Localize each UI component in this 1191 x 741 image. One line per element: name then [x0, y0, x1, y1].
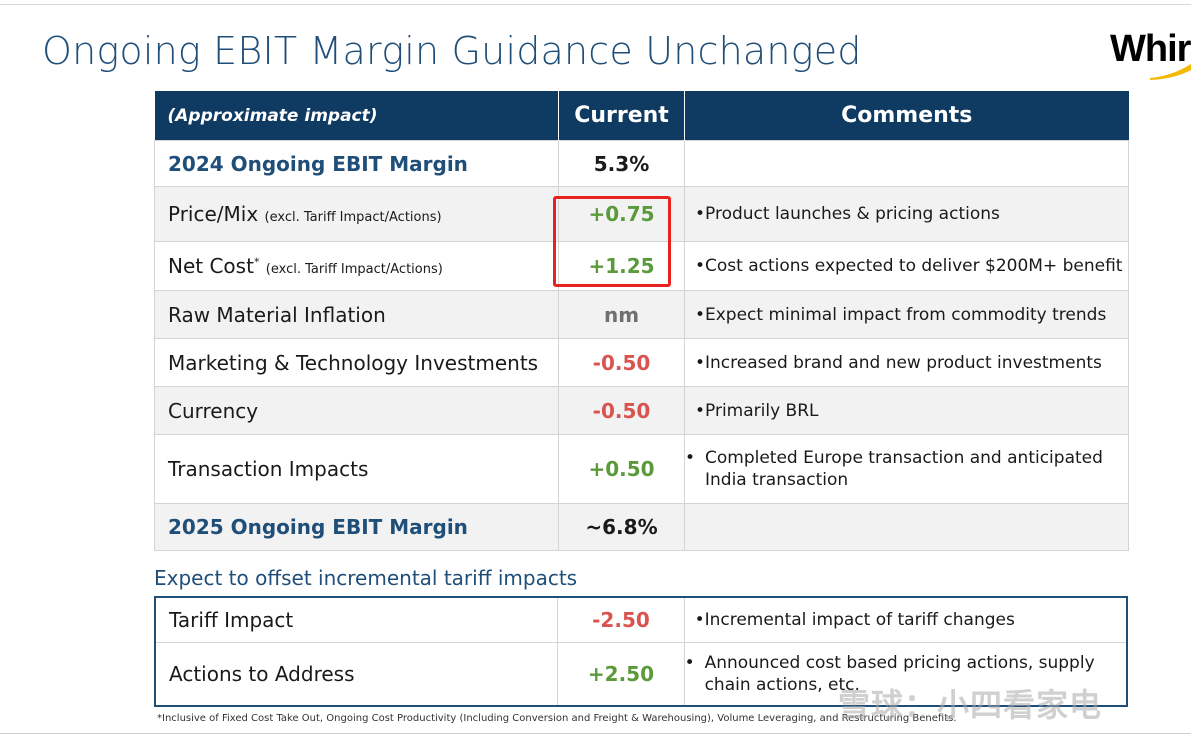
tariff-section-heading: Expect to offset incremental tariff impa…: [154, 566, 578, 590]
row-comment: •Product launches & pricing actions: [684, 186, 1129, 242]
bottom-divider: [0, 733, 1191, 734]
footnote: *Inclusive of Fixed Cost Take Out, Ongoi…: [157, 713, 957, 724]
row-label: Raw Material Inflation: [154, 290, 559, 339]
table-row: 2025 Ongoing EBIT Margin ~6.8%: [154, 503, 1129, 551]
row-value: -0.50: [558, 338, 685, 387]
row-label: 2025 Ongoing EBIT Margin: [154, 503, 559, 551]
header-approximate-impact: (Approximate impact): [154, 91, 559, 141]
row-label: Price/Mix (excl. Tariff Impact/Actions): [154, 186, 559, 242]
bullet: •: [684, 652, 695, 673]
top-divider: [0, 4, 1191, 5]
header-current: Current: [558, 91, 685, 141]
table-row: Actions to Address +2.50 • Announced cost…: [154, 641, 1128, 707]
row-comment: •Increased brand and new product investm…: [684, 338, 1129, 387]
table-row: Currency -0.50 •Primarily BRL: [154, 386, 1129, 435]
logo-swoosh-icon: [1150, 64, 1191, 80]
row-value: -0.50: [558, 386, 685, 435]
table-row: Price/Mix (excl. Tariff Impact/Actions) …: [154, 186, 1129, 242]
bullet: •: [695, 352, 706, 373]
row-label-note: (excl. Tariff Impact/Actions): [265, 262, 443, 277]
table-row: Raw Material Inflation nm •Expect minima…: [154, 290, 1129, 339]
row-value: +0.50: [558, 434, 685, 504]
slide-title: Ongoing EBIT Margin Guidance Unchanged: [42, 29, 862, 73]
row-label-main: Net Cost: [168, 254, 254, 278]
comment-text: Expect minimal impact from commodity tre…: [705, 304, 1107, 325]
header-comments: Comments: [684, 91, 1129, 141]
row-comment: •Primarily BRL: [684, 386, 1129, 435]
bullet: •: [685, 448, 696, 468]
row-value: -2.50: [557, 596, 685, 643]
tariff-table: Tariff Impact -2.50 •Incremental impact …: [154, 596, 1128, 707]
row-comment: • Announced cost based pricing actions, s…: [683, 641, 1128, 707]
table-row: 2024 Ongoing EBIT Margin 5.3%: [154, 140, 1129, 187]
row-label: Currency: [154, 386, 559, 435]
row-comment: •Incremental impact of tariff changes: [683, 596, 1128, 643]
row-value: 5.3%: [558, 140, 685, 187]
logo-text: Whirl: [1110, 28, 1191, 70]
row-comment: [684, 140, 1129, 187]
table-row: Transaction Impacts +0.50 • Completed Eur…: [154, 434, 1129, 504]
whirlpool-logo: Whirl: [1110, 28, 1191, 71]
row-label: Marketing & Technology Investments: [154, 338, 559, 387]
row-label: Actions to Address: [154, 641, 559, 707]
row-comment: • Completed Europe transaction and antici…: [684, 434, 1129, 504]
comment-text: Increased brand and new product investme…: [705, 352, 1102, 373]
comment-text: Primarily BRL: [705, 400, 819, 421]
footnote-marker: *: [253, 255, 260, 269]
comment-text: Completed Europe transaction and anticip…: [705, 448, 1103, 490]
row-comment: •Cost actions expected to deliver $200M+…: [684, 241, 1129, 291]
bullet: •: [695, 304, 706, 325]
row-comment: [684, 503, 1129, 551]
highlight-annotation-box: [553, 196, 671, 287]
row-label-main: Price/Mix: [168, 202, 259, 226]
row-value: +2.50: [557, 641, 685, 707]
row-label: 2024 Ongoing EBIT Margin: [154, 140, 559, 187]
row-label: Net Cost* (excl. Tariff Impact/Actions): [154, 241, 559, 291]
row-value: +0.75: [558, 186, 685, 242]
watermark: 雪球：小四看家电: [838, 686, 1103, 724]
table-row: Marketing & Technology Investments -0.50…: [154, 338, 1129, 387]
bullet: •: [695, 204, 706, 224]
bullet: •: [694, 609, 705, 630]
ebit-margin-table: (Approximate impact) Current Comments 20…: [154, 91, 1129, 551]
row-label: Tariff Impact: [154, 596, 559, 643]
comment-text: Announced cost based pricing actions, su…: [704, 652, 1095, 695]
row-value: ~6.8%: [558, 503, 685, 551]
comment-text: Cost actions expected to deliver $200M+ …: [705, 256, 1123, 276]
row-label: Transaction Impacts: [154, 434, 559, 504]
comment-text: Incremental impact of tariff changes: [704, 609, 1015, 630]
table-header-row: (Approximate impact) Current Comments: [154, 91, 1129, 141]
row-value: nm: [558, 290, 685, 339]
bullet: •: [695, 256, 706, 276]
row-comment: •Expect minimal impact from commodity tr…: [684, 290, 1129, 339]
comment-text: Product launches & pricing actions: [705, 204, 1000, 224]
row-label-note: (excl. Tariff Impact/Actions): [264, 210, 442, 225]
bullet: •: [695, 400, 706, 421]
table-row: Tariff Impact -2.50 •Incremental impact …: [154, 596, 1128, 643]
